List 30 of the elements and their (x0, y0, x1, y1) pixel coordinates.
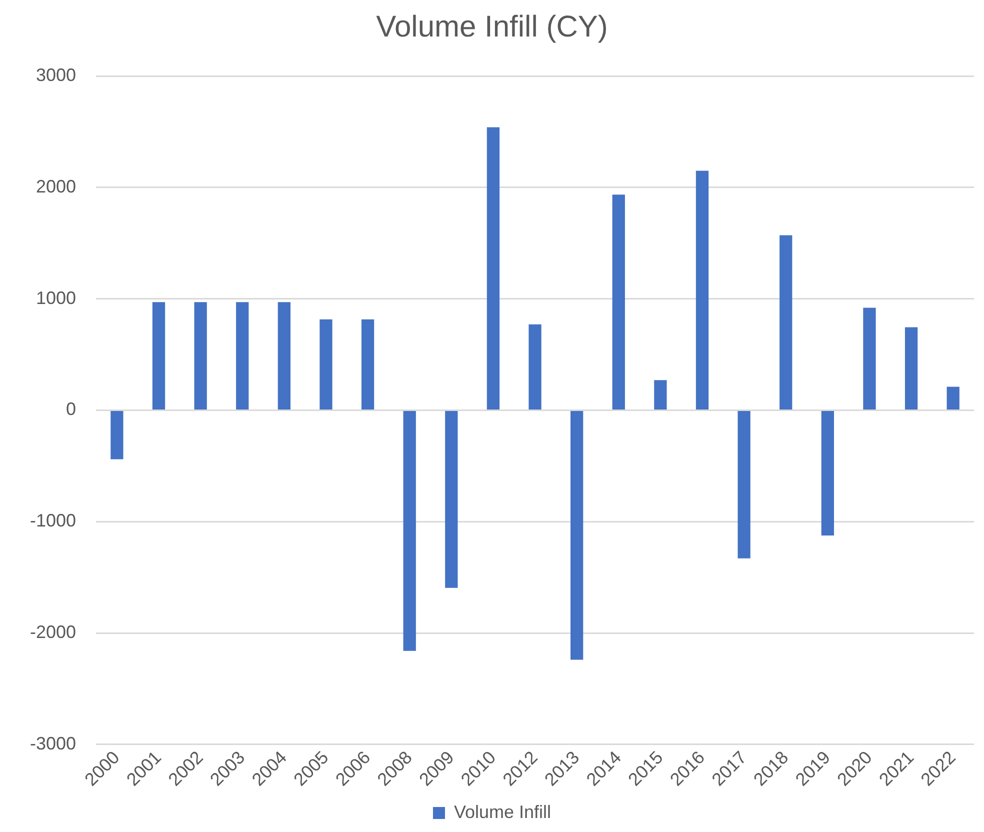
chart-title: Volume Infill (CY) (376, 10, 608, 44)
bar (194, 302, 207, 410)
y-tick-label: 0 (66, 399, 76, 420)
bar (946, 386, 960, 410)
bar (863, 308, 876, 410)
y-tick-label: -1000 (30, 510, 76, 531)
bar (110, 410, 124, 460)
y-tick-label: 3000 (36, 64, 76, 85)
bar (821, 410, 834, 536)
y-tick-label: -3000 (30, 733, 76, 754)
y-tick-label: -2000 (30, 622, 76, 642)
bar (278, 302, 290, 410)
bar (152, 302, 166, 410)
y-tick-label: 2000 (36, 176, 76, 196)
bar (570, 410, 584, 660)
bar (654, 380, 667, 410)
y-tick-label: 1000 (36, 288, 76, 308)
bar (361, 319, 374, 410)
bar (445, 410, 458, 588)
bar (528, 324, 542, 410)
bar (904, 327, 918, 410)
bar (486, 127, 500, 410)
legend-label: Volume Infill (454, 802, 552, 822)
bar (236, 302, 249, 410)
bar (612, 194, 625, 410)
bar (738, 410, 750, 558)
bar (320, 319, 332, 410)
bar (696, 170, 709, 410)
bar (780, 235, 792, 410)
bar (403, 410, 416, 651)
